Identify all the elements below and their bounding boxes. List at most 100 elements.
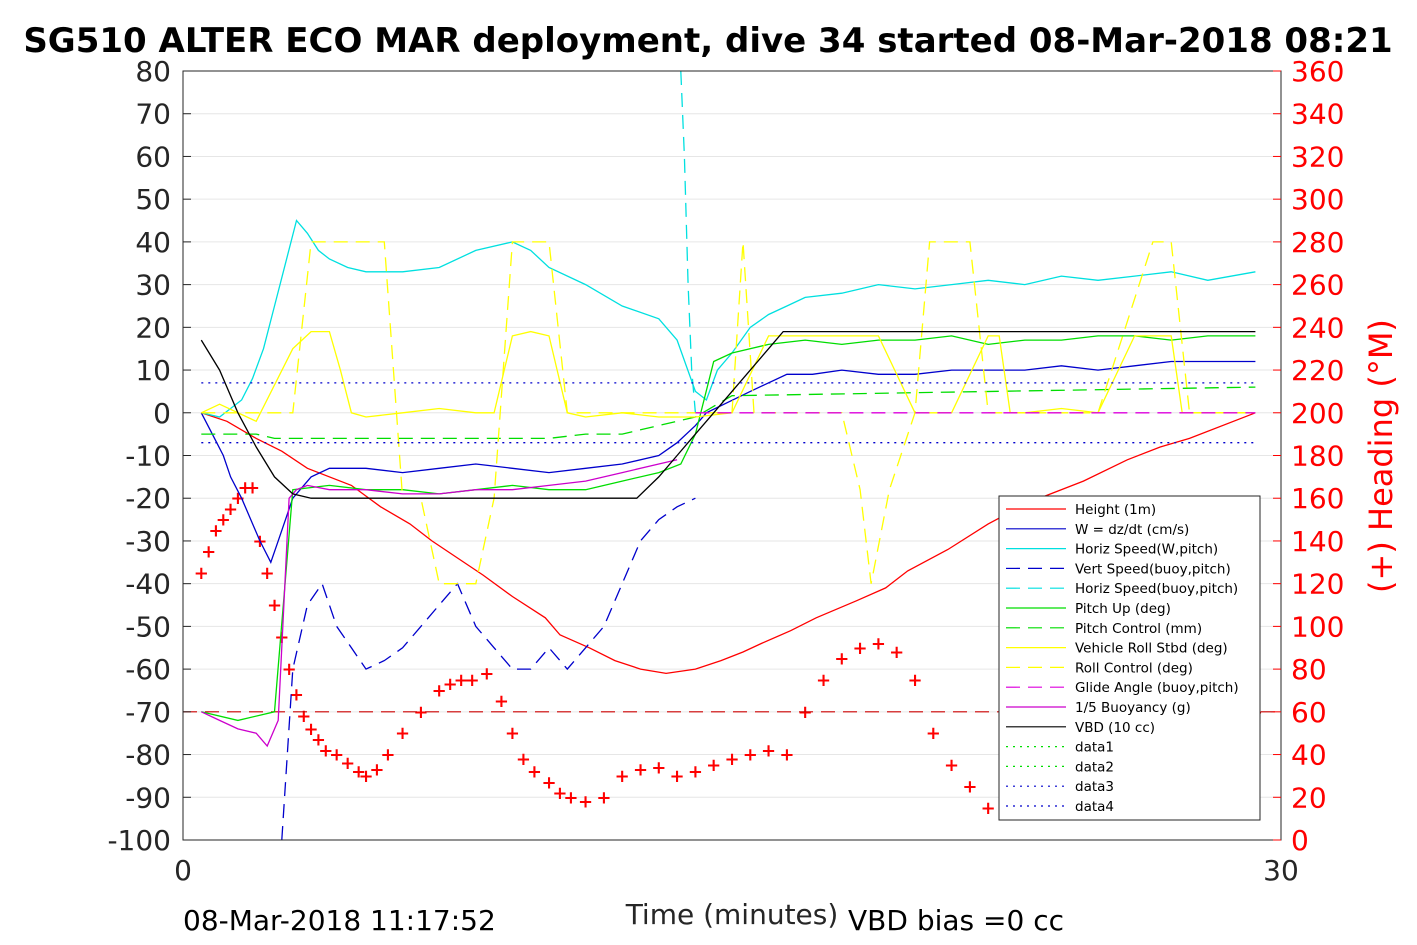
heading-point: + bbox=[670, 766, 685, 787]
legend: Height (1m) W = dz/dt (cm/s) Horiz Speed(W… bbox=[998, 495, 1261, 821]
heading-point: + bbox=[201, 542, 216, 563]
x-tick-label: 30 bbox=[1263, 854, 1299, 887]
legend-label: data1 bbox=[1075, 740, 1114, 756]
heading-point: + bbox=[834, 648, 849, 669]
y-tick-label-left: 10 bbox=[135, 354, 171, 387]
heading-point: + bbox=[779, 745, 794, 766]
y-tick-label-right: 40 bbox=[1291, 739, 1327, 772]
legend-label: Roll Control (deg) bbox=[1075, 660, 1193, 676]
series-line-1 bbox=[200, 360, 1256, 564]
y-tick-label-right: 60 bbox=[1291, 696, 1327, 729]
heading-point: + bbox=[267, 595, 282, 616]
y-tick-label-right: 160 bbox=[1291, 482, 1344, 515]
heading-point: + bbox=[505, 723, 520, 744]
heading-point: + bbox=[615, 766, 630, 787]
legend-label: Height (1m) bbox=[1075, 502, 1156, 518]
heading-point: + bbox=[494, 691, 509, 712]
series-line-2 bbox=[201, 219, 1256, 418]
x-tick-label: 0 bbox=[174, 854, 192, 887]
y-tick-label-left: 20 bbox=[135, 311, 171, 344]
series-line-7 bbox=[201, 330, 1256, 423]
series-line-3 bbox=[281, 497, 696, 841]
y-tick-label-left: 70 bbox=[135, 98, 171, 131]
heading-point: + bbox=[541, 772, 556, 793]
legend-label: Horiz Speed(W,pitch) bbox=[1075, 542, 1218, 558]
y-tick-label-right: 100 bbox=[1291, 610, 1344, 643]
heading-point: + bbox=[907, 670, 922, 691]
legend-label: Pitch Control (mm) bbox=[1075, 621, 1202, 637]
heading-point: + bbox=[454, 670, 469, 691]
y-axis-right: 3603403203002802602402202001801601401201… bbox=[1273, 55, 1344, 857]
heading-point: + bbox=[527, 762, 542, 783]
series-line-6 bbox=[201, 386, 1256, 440]
y-tick-label-left: -50 bbox=[125, 610, 171, 643]
footer-timestamp: 08-Mar-2018 11:17:52 bbox=[183, 904, 496, 937]
heading-point: + bbox=[578, 792, 593, 813]
y-tick-label-right: 260 bbox=[1291, 269, 1344, 302]
heading-point: + bbox=[563, 787, 578, 808]
heading-point: + bbox=[443, 674, 458, 695]
heading-point: + bbox=[724, 749, 739, 770]
heading-point: + bbox=[743, 745, 758, 766]
heading-point: + bbox=[651, 757, 666, 778]
legend-label: data4 bbox=[1075, 799, 1114, 815]
heading-point: + bbox=[380, 745, 395, 766]
y-tick-label-right: 280 bbox=[1291, 226, 1344, 259]
y-tick-label-left: 40 bbox=[135, 226, 171, 259]
heading-point: + bbox=[216, 510, 231, 531]
y-tick-label-left: -100 bbox=[107, 824, 171, 857]
heading-point: + bbox=[238, 478, 253, 499]
y-tick-label-left: 50 bbox=[135, 183, 171, 216]
heading-point: + bbox=[230, 488, 245, 509]
y-tick-label-left: -60 bbox=[125, 653, 171, 686]
y-tick-label-right: 240 bbox=[1291, 311, 1344, 344]
heading-point: + bbox=[962, 777, 977, 798]
legend-label: VBD (10 cc) bbox=[1075, 720, 1155, 736]
y-axis-left: 80 70 60 50 40 30 20 10 0 -10 -20 -30 -40 -50 -60 -70 -8… bbox=[107, 55, 191, 857]
y-tick-label-right: 360 bbox=[1291, 55, 1344, 88]
heading-point: + bbox=[871, 633, 886, 654]
heading-point: + bbox=[194, 563, 209, 584]
heading-point: + bbox=[853, 638, 868, 659]
y-tick-label-left: -30 bbox=[125, 525, 171, 558]
heading-point: + bbox=[688, 762, 703, 783]
heading-point: + bbox=[926, 723, 941, 744]
y-tick-label-right: 180 bbox=[1291, 440, 1344, 473]
legend-label: Pitch Up (deg) bbox=[1075, 601, 1171, 617]
heading-point: + bbox=[318, 740, 333, 761]
y-tick-label-left: 80 bbox=[135, 55, 171, 88]
y-tick-label-right: 300 bbox=[1291, 183, 1344, 216]
y-tick-label-left: 0 bbox=[153, 397, 171, 430]
heading-point: + bbox=[340, 753, 355, 774]
y-tick-label-right: 200 bbox=[1291, 397, 1344, 430]
y-tick-label-left: -40 bbox=[125, 568, 171, 601]
legend-label: Vehicle Roll Stbd (deg) bbox=[1075, 641, 1228, 657]
heading-point: + bbox=[761, 740, 776, 761]
heading-point: + bbox=[516, 749, 531, 770]
heading-point: + bbox=[465, 670, 480, 691]
y-tick-label-left: -20 bbox=[125, 482, 171, 515]
legend-label: Vert Speed(buoy,pitch) bbox=[1075, 561, 1231, 577]
y-tick-label-right: 220 bbox=[1291, 354, 1344, 387]
legend-label: Horiz Speed(buoy,pitch) bbox=[1075, 581, 1238, 597]
heading-point: + bbox=[596, 787, 611, 808]
heading-point: + bbox=[981, 798, 996, 819]
heading-point: + bbox=[304, 719, 319, 740]
x-axis-label: Time (minutes) bbox=[625, 898, 839, 931]
series-line-11 bbox=[200, 330, 1256, 499]
heading-point: + bbox=[208, 520, 223, 541]
heading-point: + bbox=[432, 680, 447, 701]
y-tick-label-left: -80 bbox=[125, 739, 171, 772]
heading-point: + bbox=[633, 760, 648, 781]
y-tick-label-right: 320 bbox=[1291, 140, 1344, 173]
y-tick-label-left: -10 bbox=[125, 440, 171, 473]
heading-point: + bbox=[369, 760, 384, 781]
heading-point: + bbox=[944, 755, 959, 776]
heading-point: + bbox=[260, 563, 275, 584]
y-tick-label-right: 340 bbox=[1291, 98, 1344, 131]
series-line-4 bbox=[680, 70, 697, 413]
heading-point: + bbox=[351, 762, 366, 783]
heading-point: + bbox=[816, 670, 831, 691]
heading-point: + bbox=[706, 755, 721, 776]
